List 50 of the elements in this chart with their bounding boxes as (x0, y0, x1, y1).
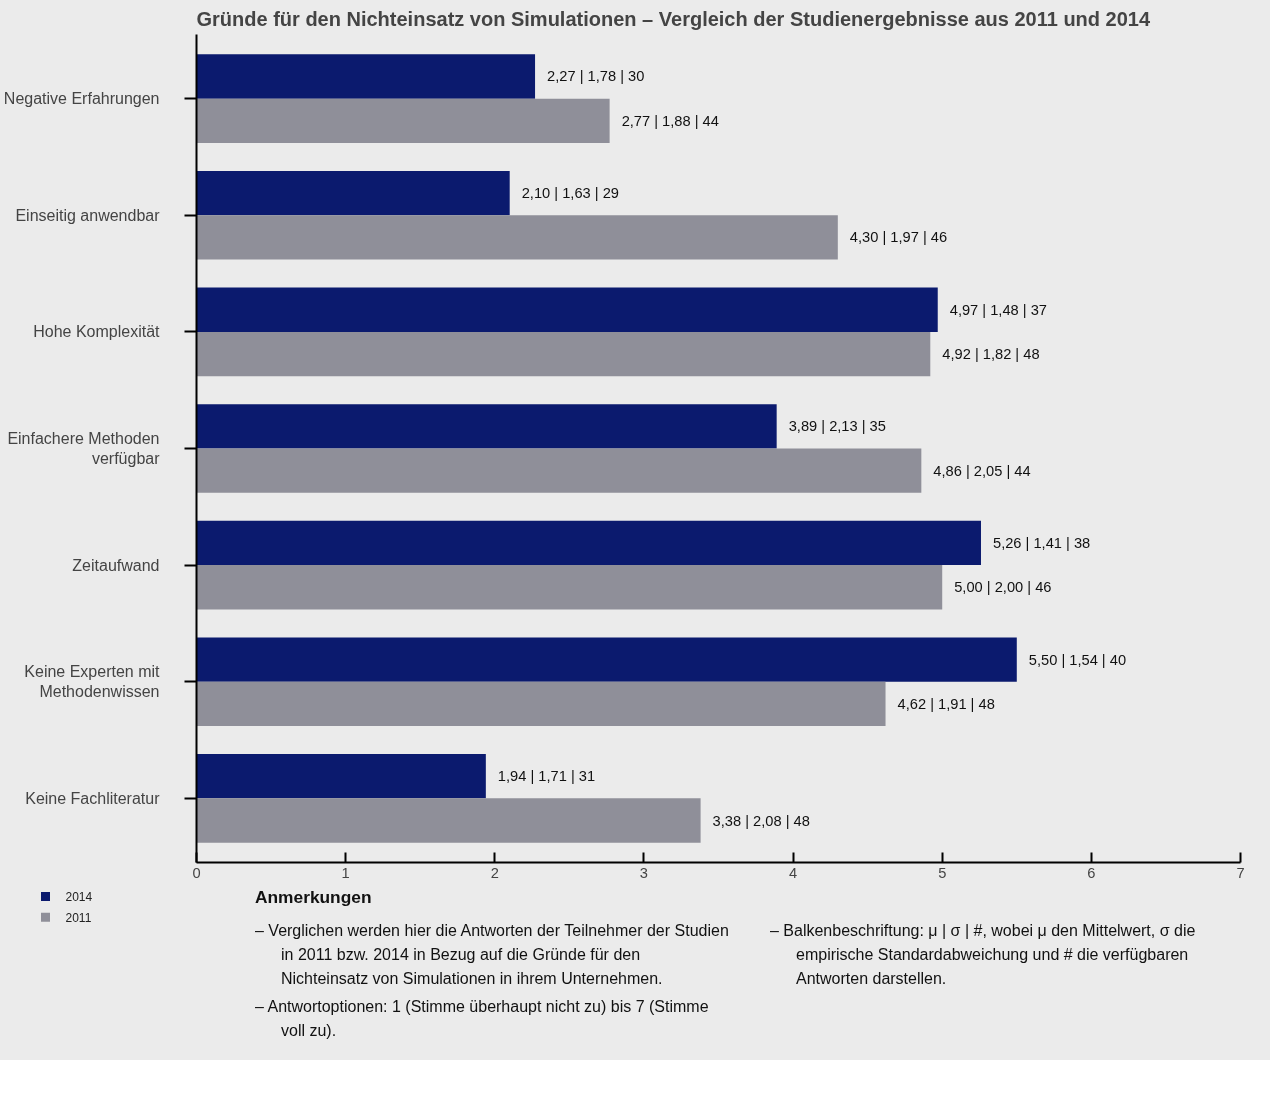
x-tick-label: 0 (192, 864, 201, 881)
legend-label: 2011 (65, 910, 92, 925)
bar (196, 54, 536, 99)
y-tick-label: Einseitig anwendbar (15, 206, 161, 224)
text: – Antwortoptionen: 1 (Stimme überhaupt nicht zu) bis 7 (Stimme voll zu). (255, 997, 710, 1041)
x-tick-label: 3 (639, 864, 649, 881)
x-tick-label: 5 (938, 864, 947, 881)
bar (196, 404, 777, 449)
y-tick-label: Zeitaufwand (72, 556, 160, 574)
x-tick-label: 6 (1087, 864, 1096, 881)
data-label: 1,94 | 1,71 | 31 (497, 768, 596, 785)
bar (196, 287, 938, 332)
y-tick-label: Keine Fachliteratur (25, 789, 161, 807)
y-tick-label: Einfachere Methoden verfügbar (7, 429, 161, 468)
data-label: 3,89 | 2,13 | 35 (788, 418, 886, 435)
data-label: 2,77 | 1,88 | 44 (621, 112, 719, 129)
text: – Verglichen werden hier die Antworten der Teilnehmer der Studien in 2011 bzw. 2014 in Bezug auf die Gründe für den Nichteinsatz von Simulationen in ihrem Unternehmen. (255, 921, 730, 989)
bar (196, 98, 610, 143)
bar (196, 565, 943, 610)
text: – Balkenbeschriftung: μ | σ | #, wobei μ den Mittelwert, σ die empirische Standardabweichung und # die verfügbaren Antworten darstellen. (770, 921, 1197, 989)
data-label: 4,86 | 2,05 | 44 (933, 462, 1031, 479)
y-tick-label: Negative Erfahrungen (3, 90, 160, 108)
chart-title: Gründe für den Nichteinsatz von Simulationen – Vergleich der Studienergebnisse aus 2011 und 2014 (196, 7, 1151, 30)
data-label: 4,97 | 1,48 | 37 (949, 301, 1048, 318)
data-label: 5,50 | 1,54 | 40 (1028, 651, 1127, 668)
bar (196, 681, 886, 727)
data-label: 4,30 | 1,97 | 46 (849, 229, 948, 246)
bar (196, 798, 701, 843)
y-tick-label: Keine Experten mit Methodenwissen (24, 663, 161, 701)
bar (196, 331, 931, 377)
data-label: 4,92 | 1,82 | 48 (942, 346, 1040, 363)
data-label: 2,27 | 1,78 | 30 (547, 68, 645, 85)
bar (196, 637, 1017, 682)
x-tick-label: 2 (490, 864, 499, 881)
x-tick-label: 4 (789, 864, 798, 881)
data-label: 5,00 | 2,00 | 46 (954, 579, 1052, 596)
legend-label: 2014 (65, 890, 93, 904)
x-tick-label: 1 (341, 864, 350, 881)
bar (196, 170, 510, 216)
data-label: 4,62 | 1,91 | 48 (897, 695, 995, 712)
bar (196, 448, 922, 493)
data-label: 2,10 | 1,63 | 29 (521, 185, 619, 202)
bar (196, 754, 486, 799)
data-label: 5,26 | 1,41 | 38 (992, 534, 1091, 551)
x-tick-label: 7 (1236, 864, 1245, 881)
data-label: 3,38 | 2,08 | 48 (712, 812, 810, 829)
bar (196, 520, 981, 566)
text: Anmerkungen (255, 886, 373, 909)
y-tick-label: Hohe Komplexität (33, 323, 161, 341)
bar (196, 215, 838, 260)
